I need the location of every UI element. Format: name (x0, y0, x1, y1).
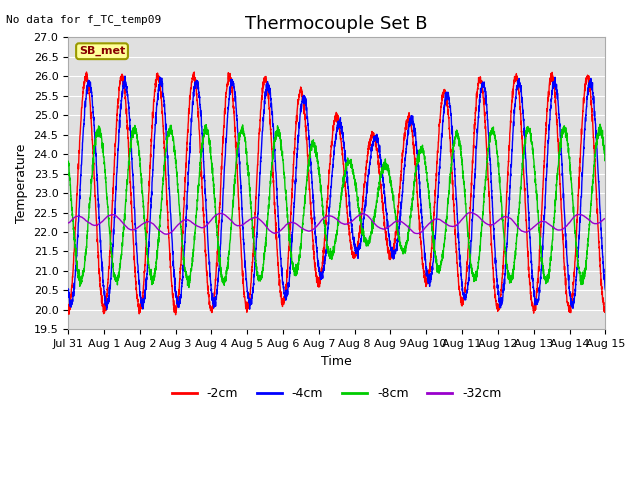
-8cm (550, 216, 558, 222)
-2cm (551, 85, 559, 91)
-8cm (389, 195, 397, 201)
Text: SB_met: SB_met (79, 46, 125, 56)
Y-axis label: Temperature: Temperature (15, 144, 28, 223)
X-axis label: Time: Time (321, 355, 352, 368)
-4cm (180, 260, 188, 266)
Line: -2cm: -2cm (68, 72, 605, 315)
-32cm (467, 209, 474, 215)
Text: No data for f_TC_temp09: No data for f_TC_temp09 (6, 14, 162, 25)
Line: -8cm: -8cm (68, 124, 605, 288)
-32cm (164, 231, 172, 237)
-8cm (214, 242, 222, 248)
-32cm (214, 211, 222, 217)
-2cm (602, 304, 609, 310)
-32cm (180, 217, 188, 223)
-2cm (64, 303, 72, 309)
-32cm (64, 220, 72, 226)
-4cm (64, 288, 72, 293)
-4cm (399, 190, 406, 195)
-8cm (602, 156, 609, 161)
Legend: -2cm, -4cm, -8cm, -32cm: -2cm, -4cm, -8cm, -32cm (166, 382, 507, 405)
-2cm (172, 312, 179, 318)
-4cm (103, 307, 111, 312)
-4cm (602, 287, 609, 293)
-32cm (389, 220, 397, 226)
-4cm (551, 81, 559, 86)
-8cm (596, 121, 604, 127)
-2cm (214, 227, 222, 233)
-32cm (602, 216, 609, 221)
-32cm (551, 226, 559, 231)
-2cm (399, 152, 406, 158)
-8cm (185, 285, 193, 290)
-2cm (389, 250, 397, 255)
-2cm (602, 310, 609, 315)
Line: -4cm: -4cm (68, 76, 605, 310)
-2cm (191, 69, 198, 75)
-8cm (399, 248, 406, 253)
-8cm (179, 257, 187, 263)
-32cm (399, 219, 406, 225)
Title: Thermocouple Set B: Thermocouple Set B (246, 15, 428, 33)
-8cm (64, 160, 72, 166)
-4cm (121, 73, 129, 79)
-4cm (389, 252, 397, 257)
-2cm (180, 212, 188, 217)
-32cm (602, 216, 609, 221)
Line: -32cm: -32cm (68, 212, 605, 234)
-4cm (602, 286, 609, 291)
-4cm (214, 271, 222, 276)
-8cm (602, 156, 609, 161)
